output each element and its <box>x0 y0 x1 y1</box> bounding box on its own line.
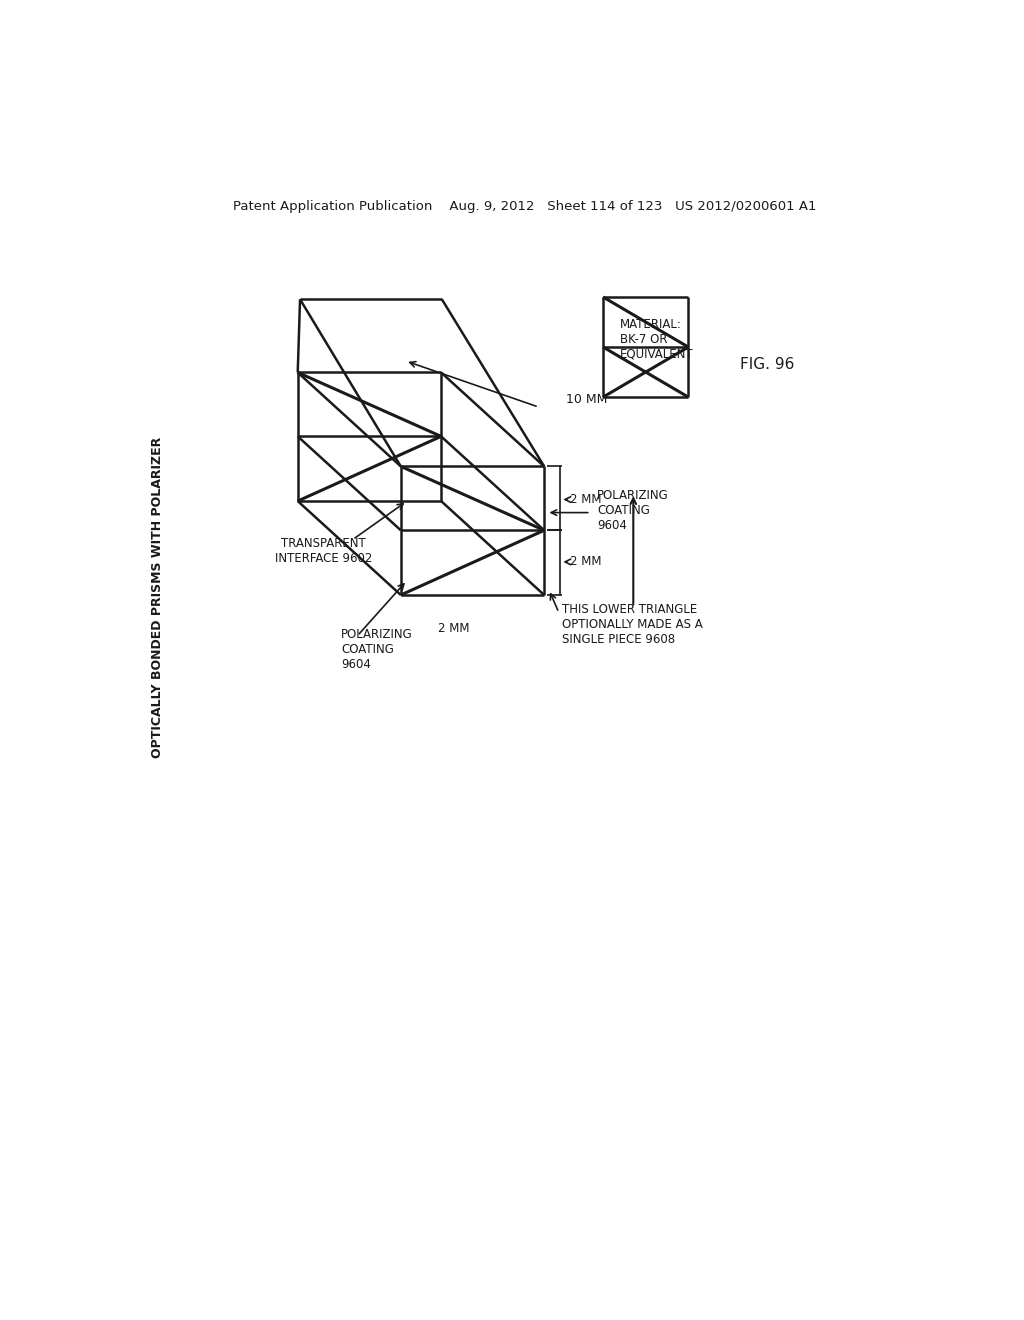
Text: FIG. 96: FIG. 96 <box>740 358 795 372</box>
Text: POLARIZING
COATING
9604: POLARIZING COATING 9604 <box>341 628 413 671</box>
Text: 2 MM: 2 MM <box>438 622 469 635</box>
Text: OPTICALLY BONDED PRISMS WITH POLARIZER: OPTICALLY BONDED PRISMS WITH POLARIZER <box>151 437 164 758</box>
Text: 10 MM: 10 MM <box>566 393 607 407</box>
Text: MATERIAL:
BK-7 OR
EQUIVALENT: MATERIAL: BK-7 OR EQUIVALENT <box>621 318 693 360</box>
Text: POLARIZING
COATING
9604: POLARIZING COATING 9604 <box>597 488 669 532</box>
Text: TRANSPARENT
INTERFACE 9602: TRANSPARENT INTERFACE 9602 <box>274 537 372 565</box>
Text: THIS LOWER TRIANGLE
OPTIONALLY MADE AS A
SINGLE PIECE 9608: THIS LOWER TRIANGLE OPTIONALLY MADE AS A… <box>562 603 702 645</box>
Text: 2 MM: 2 MM <box>569 556 601 569</box>
Text: 2 MM: 2 MM <box>569 492 601 506</box>
Text: Patent Application Publication    Aug. 9, 2012   Sheet 114 of 123   US 2012/0200: Patent Application Publication Aug. 9, 2… <box>233 199 816 213</box>
